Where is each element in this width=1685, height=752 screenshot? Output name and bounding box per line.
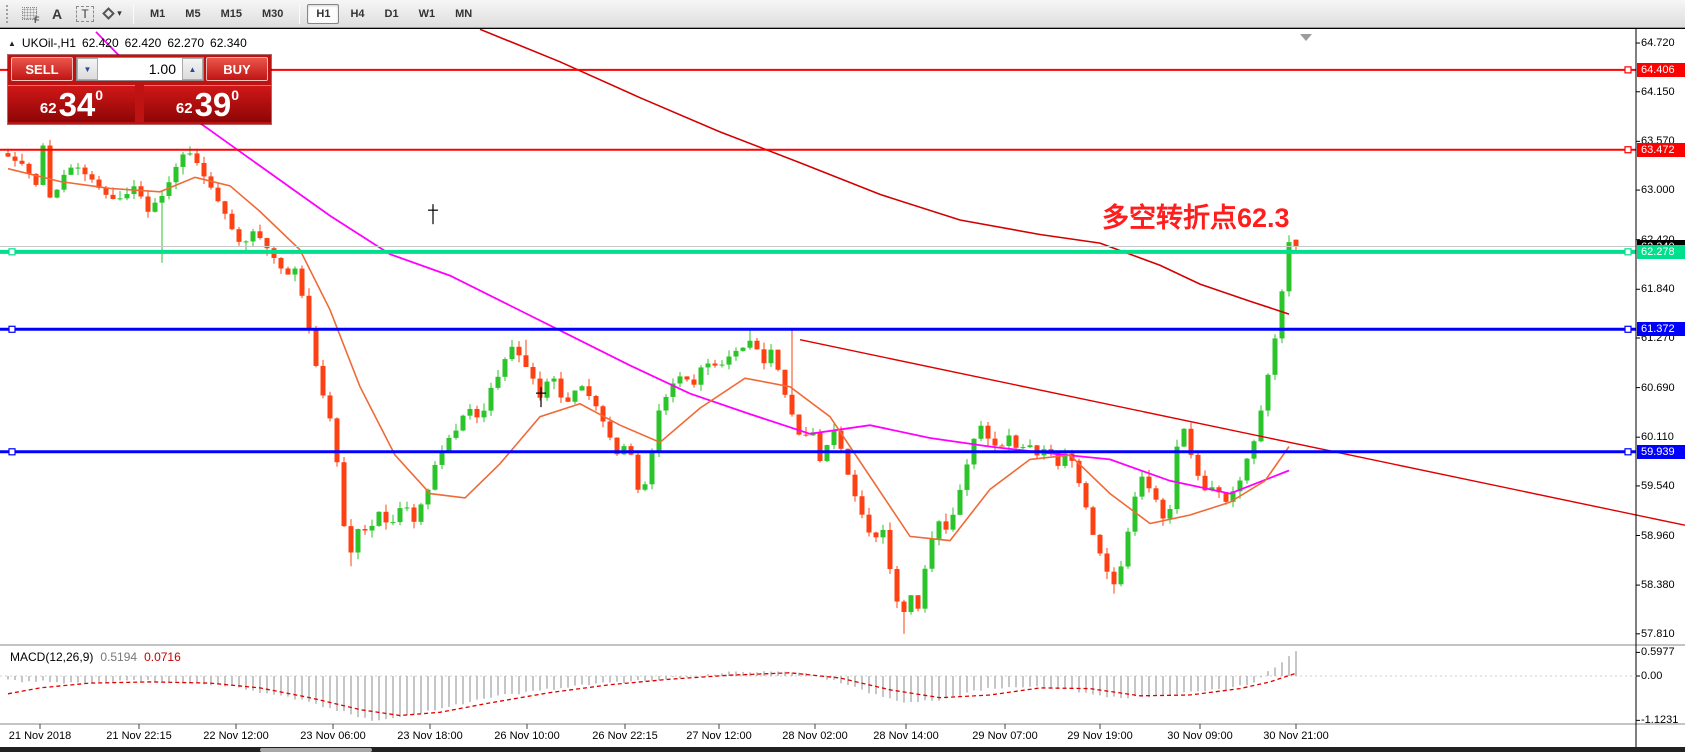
- tf-m15-button[interactable]: M15: [212, 4, 251, 24]
- sell-price-tile[interactable]: 62 34 0: [8, 85, 135, 122]
- volume-stepper: ▼ ▲: [76, 57, 204, 81]
- horizontal-levels[interactable]: [0, 66, 1636, 456]
- tf-mn-button[interactable]: MN: [446, 4, 481, 24]
- time-tick-label: 29 Nov 19:00: [1067, 730, 1133, 742]
- chart-shift-marker-icon[interactable]: [1300, 34, 1312, 41]
- horizontal-scrollbar[interactable]: [0, 747, 1685, 752]
- time-tick-label: 30 Nov 09:00: [1167, 730, 1233, 742]
- price-tick-label: 61.840: [1641, 283, 1675, 296]
- price-tick-label: 63.000: [1641, 184, 1675, 197]
- collapse-arrow-icon[interactable]: ▲: [8, 38, 16, 48]
- price-tick-label: 59.540: [1641, 479, 1675, 492]
- price-level-badge: 63.472: [1637, 142, 1685, 157]
- time-tick-label: 23 Nov 06:00: [300, 730, 366, 742]
- price-level-badge: 62.278: [1637, 244, 1685, 259]
- tf-w1-button[interactable]: W1: [410, 4, 445, 24]
- panel-frame: [0, 29, 1685, 747]
- tf-h4-button[interactable]: H4: [341, 4, 373, 24]
- ohlc-high: 62.420: [124, 36, 162, 50]
- candles-layer: [5, 139, 1299, 634]
- tf-d1-button[interactable]: D1: [376, 4, 408, 24]
- buy-button[interactable]: BUY: [206, 57, 268, 81]
- macd-signal-value: 0.0716: [144, 650, 181, 664]
- macd-tick-label: -1.1231: [1641, 714, 1679, 727]
- text-tool-icon[interactable]: T: [73, 3, 97, 25]
- price-tick-label: 60.110: [1641, 431, 1674, 444]
- macd-tick-label: 0.5977: [1641, 646, 1675, 659]
- cross-objects[interactable]: [428, 204, 546, 408]
- chevron-down-icon: ▾: [117, 8, 122, 18]
- time-tick-label: 21 Nov 2018: [8, 730, 72, 742]
- toolbar: F A T ▾ M1 M5 M15 M30 H1 H4 D1 W1 MN: [0, 0, 1685, 28]
- scrollbar-thumb[interactable]: [260, 748, 372, 752]
- buy-price-big: 39: [194, 86, 232, 123]
- macd-layer: [0, 651, 1636, 721]
- diamond-icon: [102, 7, 116, 20]
- time-tick-label: 26 Nov 22:15: [592, 730, 658, 742]
- time-tick-label: 28 Nov 14:00: [873, 730, 939, 742]
- descending-trendline[interactable]: [799, 339, 1685, 526]
- one-click-trading-panel: SELL ▼ ▲ BUY 62 34 0 62 39 0: [8, 55, 271, 124]
- price-tick-label: 58.960: [1641, 529, 1675, 542]
- macd-indicator-label: MACD(12,26,9) 0.5194 0.0716: [10, 650, 181, 664]
- price-level-badge: 64.406: [1637, 62, 1685, 77]
- macd-main-value: 0.5194: [100, 650, 138, 664]
- ohlc-open: 62.420: [81, 36, 119, 50]
- time-tick-label: 21 Nov 22:15: [106, 730, 172, 742]
- price-tick-label: 64.720: [1641, 37, 1675, 50]
- price-chart-canvas[interactable]: [0, 29, 1685, 752]
- ohlc-close: 62.340: [210, 36, 247, 50]
- buy-price-sup: 0: [231, 87, 240, 103]
- price-level-badge: 61.372: [1637, 322, 1685, 337]
- volume-increase-button[interactable]: ▲: [182, 58, 203, 80]
- sell-price-prefix: 62: [39, 100, 57, 117]
- ma-magenta-line: [95, 31, 1290, 495]
- time-tick-label: 28 Nov 02:00: [782, 730, 848, 742]
- tf-m30-button[interactable]: M30: [253, 4, 292, 24]
- price-tick-label: 64.150: [1641, 85, 1675, 98]
- sell-button[interactable]: SELL: [11, 57, 73, 81]
- time-tick-label: 22 Nov 12:00: [203, 730, 269, 742]
- toolbar-grip[interactable]: [5, 3, 10, 24]
- volume-decrease-button[interactable]: ▼: [77, 58, 98, 80]
- volume-input[interactable]: [98, 58, 182, 80]
- toolbar-separator: [299, 3, 301, 24]
- chart-window[interactable]: ▲ UKOil-,H1 62.420 62.420 62.270 62.340 …: [0, 28, 1685, 752]
- tf-m1-button[interactable]: M1: [141, 4, 174, 24]
- buy-price-prefix: 62: [175, 100, 193, 117]
- ma-slow-red-line: [479, 29, 1290, 315]
- shapes-tool-icon[interactable]: ▾: [101, 3, 125, 25]
- macd-tick-label: 0.00: [1641, 670, 1663, 682]
- macd-name: MACD(12,26,9): [10, 650, 94, 664]
- time-tick-label: 27 Nov 12:00: [686, 730, 752, 742]
- price-level-badge: 59.939: [1637, 444, 1685, 459]
- time-tick-label: 30 Nov 21:00: [1263, 730, 1329, 742]
- time-tick-label: 23 Nov 18:00: [397, 730, 463, 742]
- price-tick-label: 58.380: [1641, 579, 1675, 592]
- ma-fast-orange-line: [7, 167, 1290, 542]
- tf-h1-button[interactable]: H1: [307, 3, 340, 24]
- arrow-tool-icon[interactable]: A: [51, 5, 63, 22]
- tf-m5-button[interactable]: M5: [176, 4, 209, 24]
- sell-price-big: 34: [58, 86, 96, 123]
- symbol-name: UKOil-,H1: [21, 36, 76, 50]
- buy-price-tile[interactable]: 62 39 0: [144, 85, 271, 122]
- toolbar-separator: [133, 3, 134, 24]
- symbol-title: ▲ UKOil-,H1 62.420 62.420 62.270 62.340: [8, 36, 247, 50]
- sell-price-sup: 0: [95, 87, 104, 103]
- indicator-grid-icon[interactable]: F: [17, 3, 41, 25]
- ohlc-low: 62.270: [167, 36, 205, 50]
- time-tick-label: 26 Nov 10:00: [494, 730, 560, 742]
- price-tick-label: 57.810: [1641, 627, 1675, 640]
- axis-ticks: [39, 42, 1640, 729]
- time-tick-label: 29 Nov 07:00: [972, 730, 1038, 742]
- chart-annotation-text: 多空转折点62.3: [1102, 203, 1290, 233]
- timeframe-group: M1 M5 M15 M30 H1 H4 D1 W1 MN: [140, 3, 482, 24]
- price-tick-label: 60.690: [1641, 381, 1675, 394]
